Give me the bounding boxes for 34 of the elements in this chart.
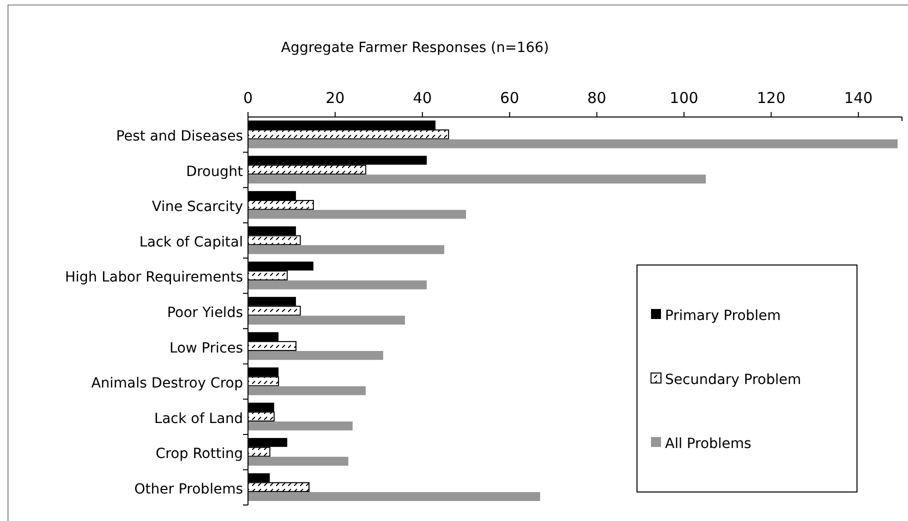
y-tick-label: Drought [186,164,244,180]
bar [248,316,405,325]
bar [248,245,444,254]
y-tick-label: Other Problems [134,481,243,498]
y-tick-label: Vine Scarcity [152,199,243,216]
x-tick-label: 0 [243,89,253,107]
x-tick-label: 80 [587,89,606,107]
x-tick-label: 60 [500,89,520,107]
y-tick-label: Lack of Land [154,410,243,427]
y-tick-label: Crop Rotting [156,446,243,462]
x-tick-label: 140 [844,89,873,107]
bar [248,210,466,219]
bar [248,280,427,290]
x-tick-label: 120 [756,89,786,107]
legend-label: Primary Problem [665,308,781,324]
legend-label: All Problems [665,436,752,452]
bar [248,422,353,430]
bar [248,492,540,501]
y-tick-label: Poor Yields [167,305,243,321]
y-tick-label: Lack of Capital [139,234,243,250]
x-tick-label: 100 [670,89,698,107]
legend-label: Secundary Problem [665,372,802,388]
y-tick-label: Animals Destroy Crop [91,376,244,392]
bar [248,174,706,184]
y-tick-label: High Labor Requirements [65,270,243,286]
x-tick-label: 20 [326,89,345,107]
y-tick-label: Pest and Diseases [116,128,243,145]
bar [248,386,366,396]
x-tick-label: 40 [412,89,432,107]
y-tick-label: Low Prices [170,340,243,356]
bar [248,456,348,466]
chart-title: Aggregate Farmer Responses (n=166) [281,40,549,56]
bar [248,139,898,148]
bar [248,350,384,360]
